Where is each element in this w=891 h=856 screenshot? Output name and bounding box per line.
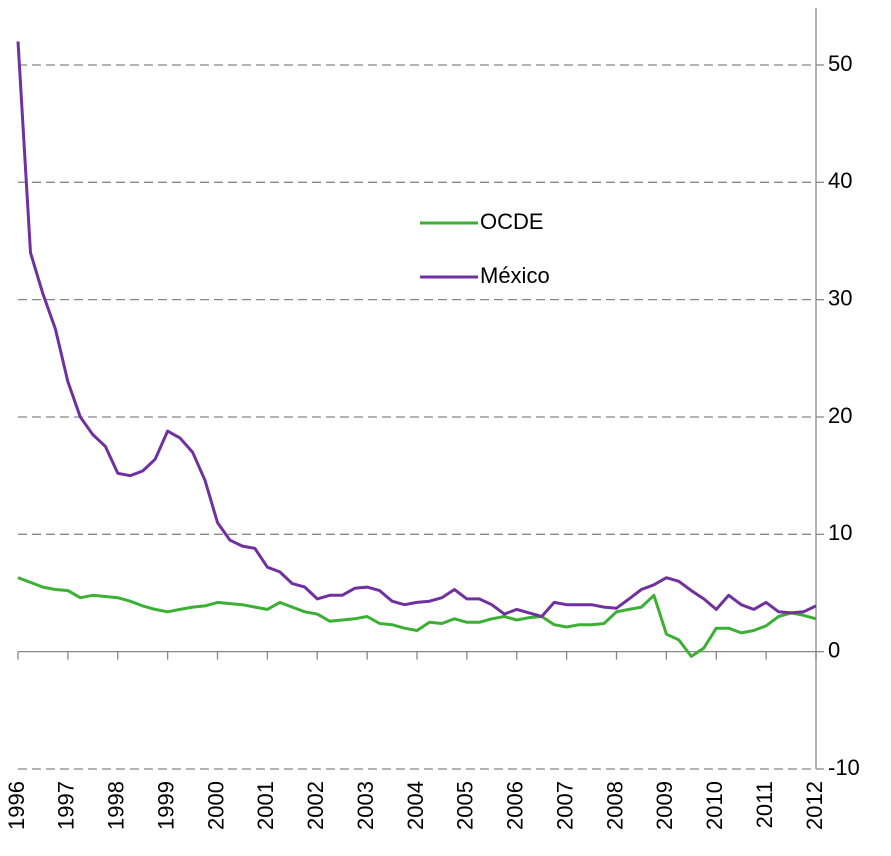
x-tick-label: 2002 [303, 781, 328, 830]
series-line [17, 576, 817, 658]
y-tick-label: 30 [828, 285, 852, 310]
x-tick-label: 2012 [802, 781, 827, 830]
x-tick-label: 1997 [54, 781, 79, 830]
y-tick-label: 0 [828, 637, 840, 662]
y-tick-label: -10 [828, 755, 860, 780]
x-tick-label: 2003 [353, 781, 378, 830]
y-tick-label: 40 [828, 168, 852, 193]
series-line [16, 41, 817, 618]
legend-label: México [480, 263, 550, 288]
x-tick-label: 2006 [503, 781, 528, 830]
x-tick-label: 1998 [104, 781, 129, 830]
y-tick-label: 10 [828, 520, 852, 545]
x-tick-label: 2007 [552, 781, 577, 830]
legend-label: OCDE [480, 209, 544, 234]
x-tick-label: 2001 [253, 781, 278, 830]
x-tick-label: 1996 [4, 781, 29, 830]
x-tick-label: 1999 [153, 781, 178, 830]
x-tick-label: 2004 [403, 781, 428, 830]
x-tick-label: 2010 [702, 781, 727, 830]
x-tick-label: 2008 [602, 781, 627, 830]
x-tick-label: 2011 [752, 781, 777, 828]
y-tick-label: 50 [828, 51, 852, 76]
y-tick-label: 20 [828, 403, 852, 428]
x-tick-label: 2009 [652, 781, 677, 830]
x-tick-label: 2005 [453, 781, 478, 830]
x-tick-label: 2000 [203, 781, 228, 830]
